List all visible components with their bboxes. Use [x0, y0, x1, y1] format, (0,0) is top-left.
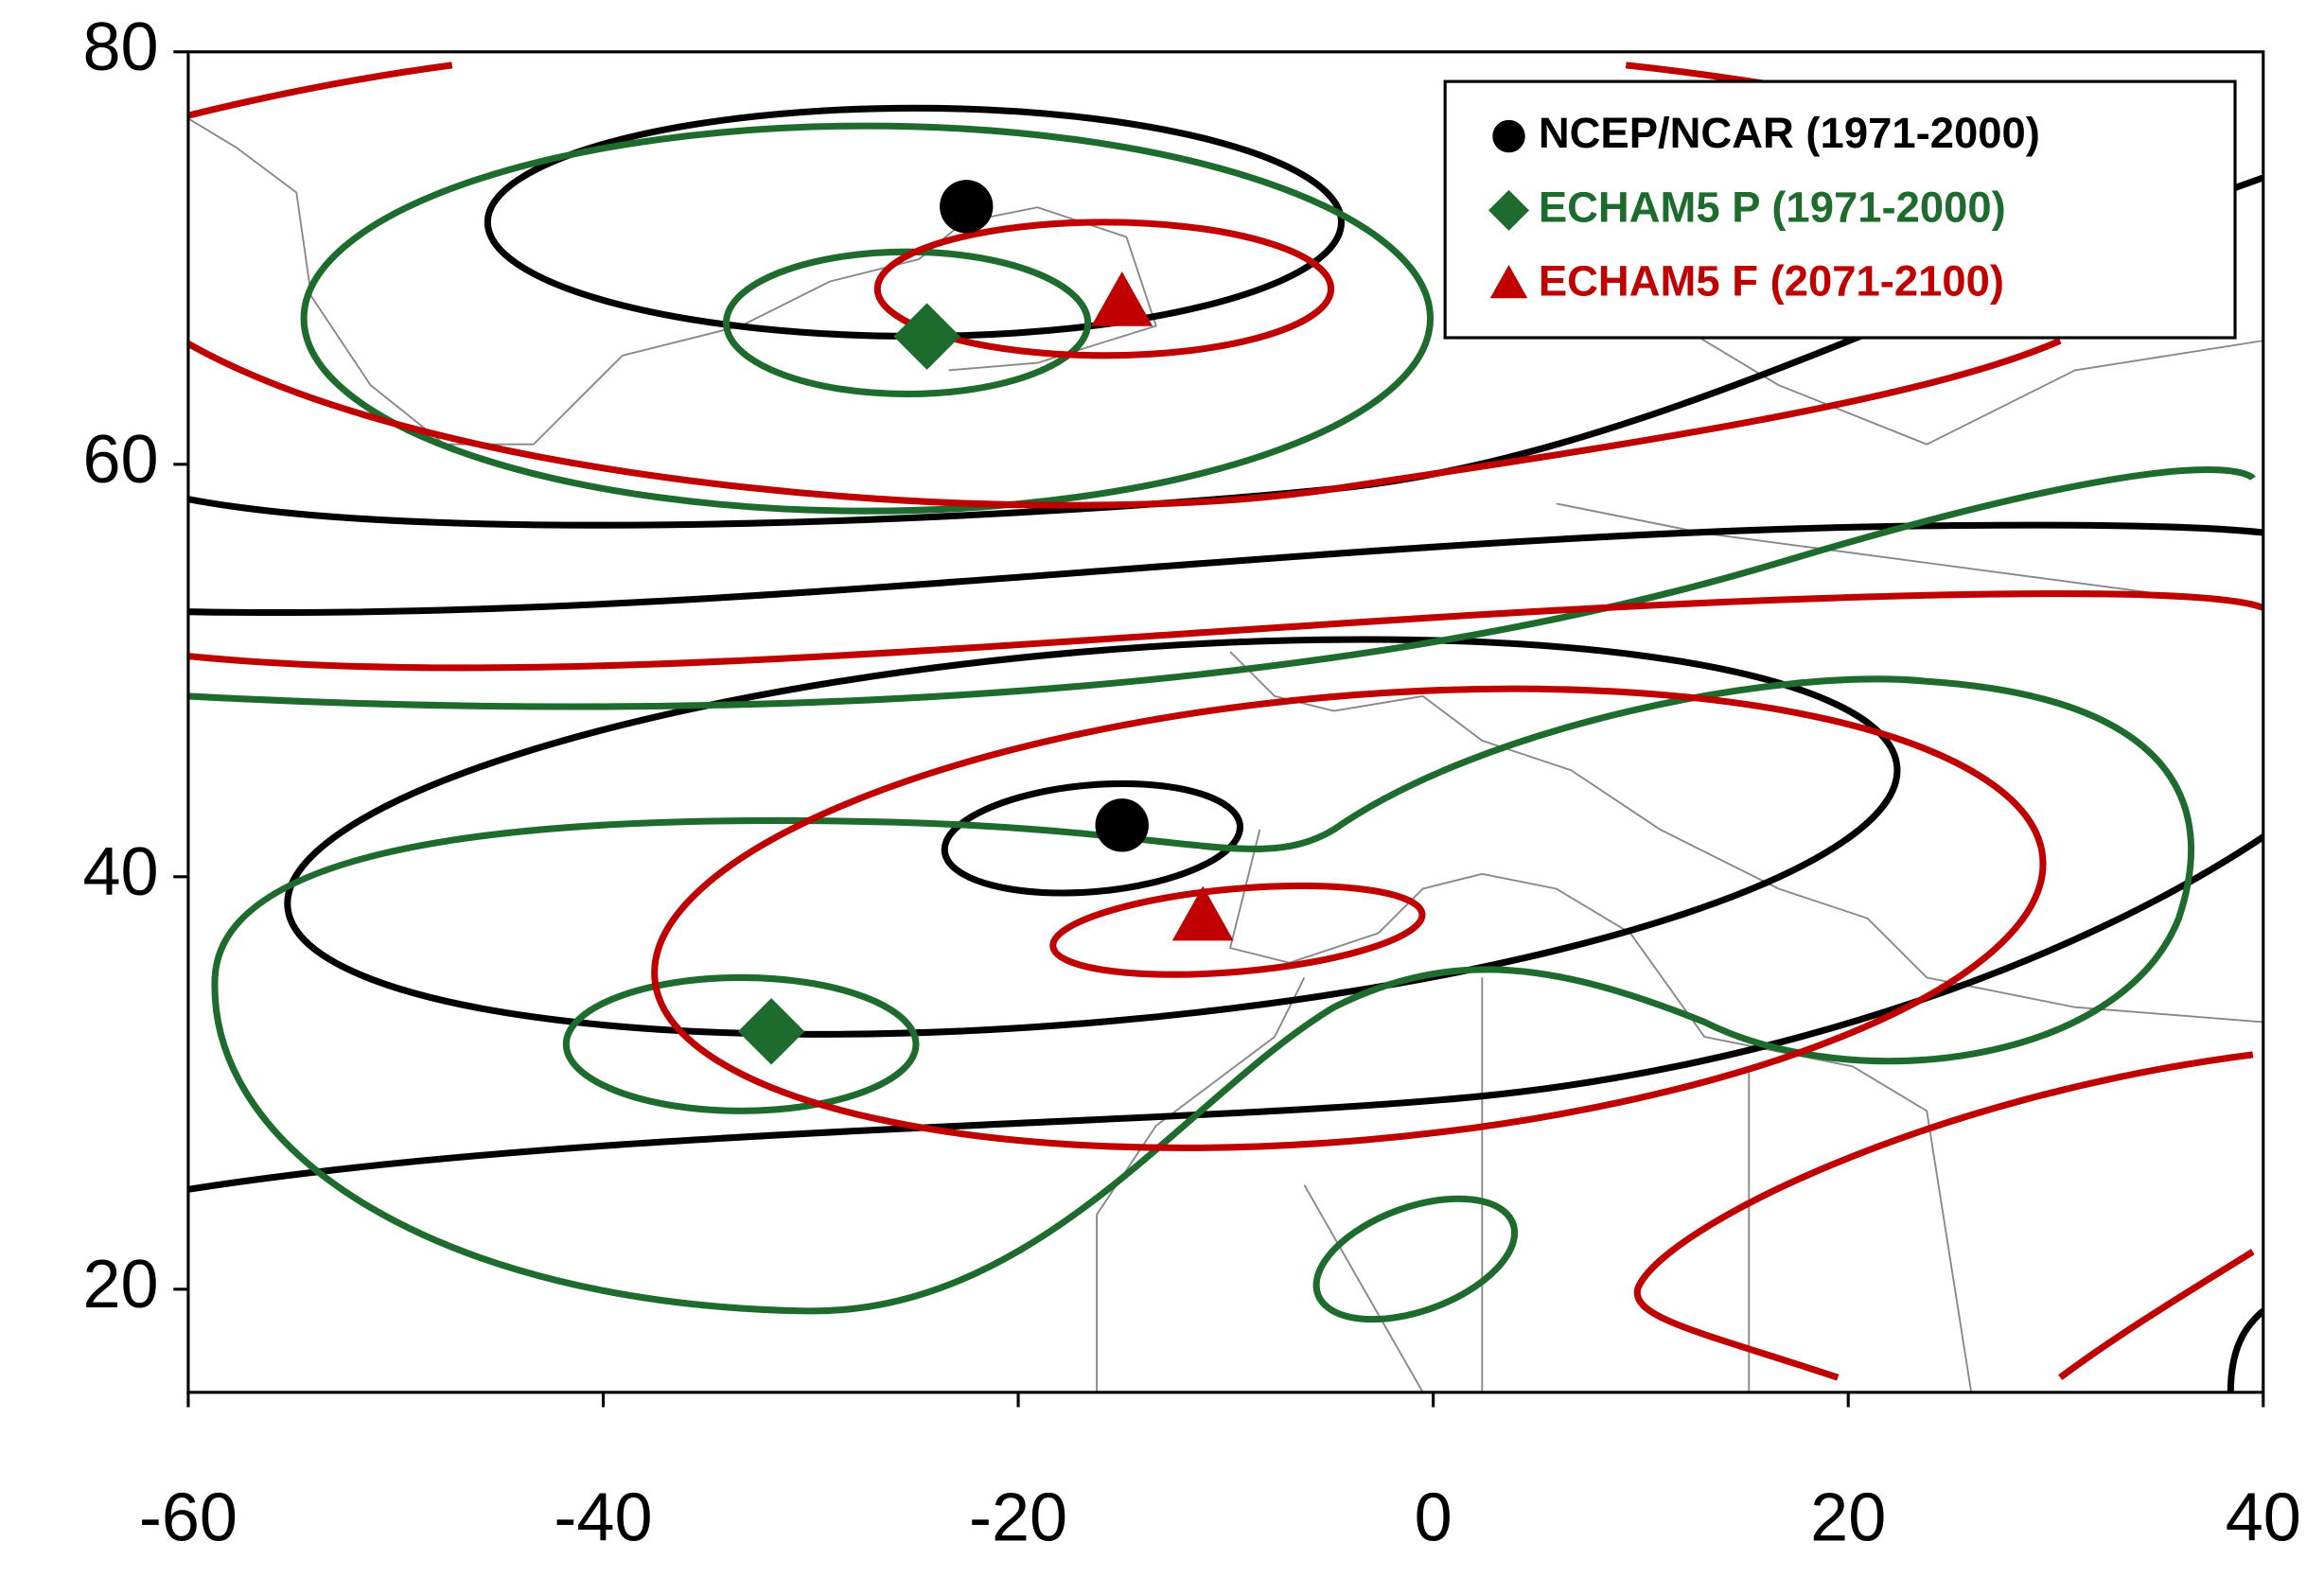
contour: [300, 122, 1435, 515]
contour: [722, 248, 1092, 398]
legend-marker: [1488, 189, 1530, 231]
x-tick-label: 20: [1810, 1480, 1886, 1556]
legend: NCEP/NCAR (1971-2000) ECHAM5 P (1971-2000…: [1443, 79, 2237, 340]
y-tick-label: 40: [82, 834, 158, 910]
contour: [2227, 1308, 2263, 1392]
legend-label: NCEP/NCAR (1971-2000): [1539, 109, 2040, 157]
coastline: [187, 117, 1157, 446]
y-tick-label: 60: [82, 422, 158, 498]
border: [1096, 977, 1751, 1392]
coastline: [1228, 829, 1973, 1392]
marker: [737, 998, 805, 1065]
contour: [211, 675, 2195, 1315]
contour: [873, 219, 1335, 359]
legend-marker: [1492, 119, 1525, 153]
x-tick-label: 0: [1415, 1480, 1452, 1556]
marker: [1171, 885, 1234, 941]
y-tick-label: 80: [82, 9, 158, 85]
contour: [187, 337, 2062, 509]
contour: [1633, 1051, 2254, 1381]
contour: [2058, 1249, 2255, 1381]
contour: [1312, 1195, 1519, 1323]
legend-label: ECHAM5 F (2071-2100): [1539, 257, 2004, 306]
marker: [893, 303, 960, 370]
legend-label: ECHAM5 P (1971-2000): [1539, 183, 2006, 231]
contour: [187, 521, 2263, 617]
marker: [940, 180, 994, 234]
contour: [1049, 882, 1426, 978]
contour: [284, 636, 1901, 1038]
x-tick-label: 40: [2226, 1480, 2301, 1556]
legend-box: [1443, 79, 2237, 340]
contour: [187, 833, 2263, 1193]
x-tick-label: -20: [969, 1480, 1067, 1556]
marker: [1091, 271, 1153, 326]
contour: [187, 465, 2256, 710]
legend-marker: [1489, 264, 1528, 299]
y-tick-label: 20: [82, 1247, 158, 1322]
border: [1556, 295, 2263, 594]
contour: [941, 779, 1244, 897]
plot-frame: [186, 50, 2265, 1394]
contour: [187, 61, 453, 119]
contour: [187, 590, 2263, 672]
contour: [562, 973, 920, 1114]
marker: [1095, 798, 1149, 852]
contour: [651, 685, 2047, 1151]
contour: [484, 104, 1346, 340]
x-tick-label: -60: [139, 1480, 238, 1556]
x-tick-label: -40: [554, 1480, 652, 1556]
